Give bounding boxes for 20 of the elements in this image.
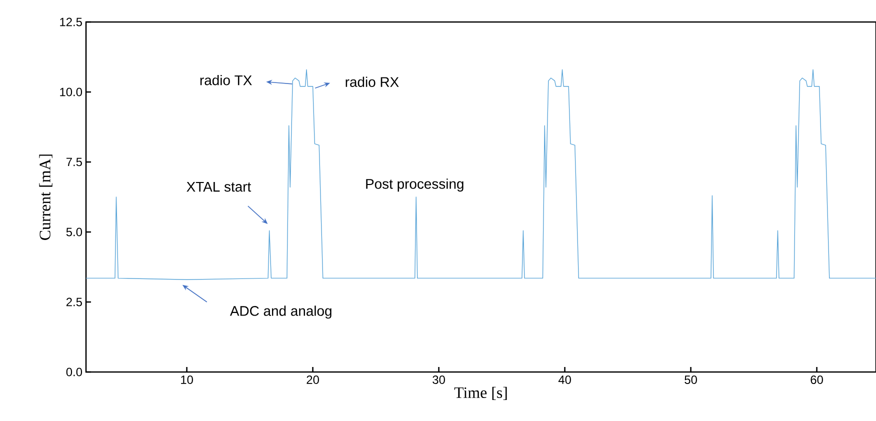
x-tick-label: 50: [684, 376, 697, 384]
y-axis-title: Current [mA]: [39, 154, 52, 240]
annotation: radio TX: [200, 74, 252, 86]
annotation: radio RX: [346, 76, 399, 87]
x-axis-title: Time [s]: [454, 386, 507, 400]
x-tick-label: 10: [181, 376, 193, 384]
x-tick-label: 40: [558, 376, 571, 384]
annotation: XTAL start: [186, 182, 252, 192]
y-tick-label: 7.5: [66, 158, 82, 166]
annotation: Post processing: [366, 178, 464, 192]
y-tick-label: 5.0: [66, 228, 82, 236]
y-tick-label: 12.5: [60, 18, 82, 26]
y-tick-label: 10.0: [60, 88, 82, 96]
x-tick-label: 60: [810, 376, 823, 384]
line-series: [86, 69, 876, 280]
y-tick-label: 2.5: [66, 298, 82, 306]
annotation: ADC and analog: [230, 306, 332, 319]
y-tick-label: 0.0: [66, 368, 82, 376]
x-tick-label: 20: [306, 376, 319, 384]
x-tick-label: 30: [432, 376, 445, 384]
